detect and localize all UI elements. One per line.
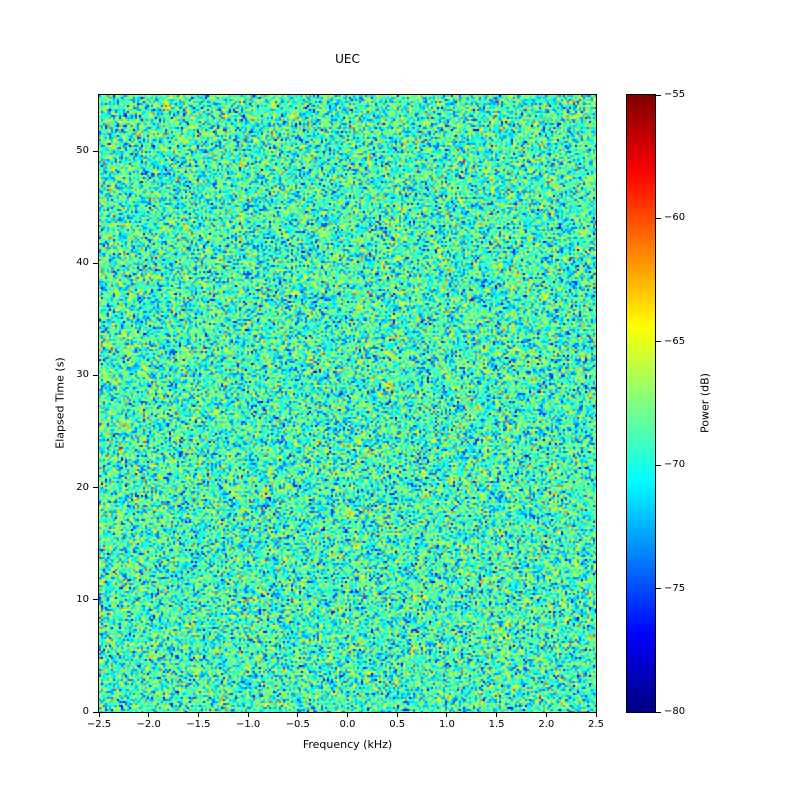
x-tick-label: −0.5 <box>285 719 310 730</box>
x-tick-label: −1.0 <box>235 719 261 730</box>
x-tick-mark <box>347 713 348 717</box>
y-tick-mark <box>93 374 98 376</box>
colorbar-tick-mark <box>656 464 661 466</box>
x-tick-mark <box>595 713 597 717</box>
x-tick-label: −2.0 <box>136 719 161 730</box>
colorbar-tick-mark <box>656 341 661 343</box>
x-tick-mark <box>148 713 150 717</box>
colorbar-tick-label: −60 <box>664 212 686 224</box>
y-tick-mark <box>93 599 98 601</box>
x-tick-label: 2.0 <box>538 719 555 730</box>
colorbar-tick-mark <box>656 94 661 96</box>
colorbar-label: Power (dB) <box>698 373 712 433</box>
y-tick-label: 30 <box>76 369 89 381</box>
y-tick-mark <box>93 150 98 152</box>
x-tick-mark <box>396 713 398 717</box>
x-axis-label: Frequency (kHz) <box>302 738 393 751</box>
x-tick-label: 1.0 <box>438 719 455 730</box>
x-tick-label: −1.5 <box>186 719 211 730</box>
colorbar-tick-label: −55 <box>664 89 686 100</box>
spectrogram-heatmap <box>99 95 596 712</box>
x-tick-label: 2.5 <box>588 719 604 730</box>
x-tick-label: 0.0 <box>339 719 356 730</box>
x-tick-mark <box>545 713 547 717</box>
colorbar-gradient <box>627 95 655 712</box>
x-tick-mark <box>446 713 448 717</box>
y-tick-label: 50 <box>76 145 89 157</box>
x-tick-mark <box>297 713 299 717</box>
x-tick-mark <box>247 713 249 717</box>
y-tick-mark <box>93 487 98 489</box>
colorbar <box>626 94 656 713</box>
y-tick-label: 10 <box>76 593 89 605</box>
y-tick-label: 20 <box>76 481 89 493</box>
y-tick-label: 0 <box>82 706 89 717</box>
y-tick-mark <box>93 262 98 264</box>
figure-title: UEC <box>335 52 360 66</box>
y-tick-label: 40 <box>76 257 89 269</box>
x-tick-label: 1.5 <box>488 719 505 730</box>
x-tick-mark <box>197 713 199 717</box>
colorbar-tick-mark <box>656 217 661 219</box>
colorbar-tick-label: −70 <box>664 459 686 471</box>
colorbar-tick-label: −65 <box>664 335 686 347</box>
colorbar-tick-mark <box>656 711 661 713</box>
plot-area <box>98 94 597 713</box>
colorbar-tick-mark <box>656 588 661 590</box>
x-tick-mark <box>496 713 498 717</box>
x-tick-label: 0.5 <box>389 719 406 730</box>
y-tick-mark <box>93 711 98 713</box>
colorbar-tick-label: −75 <box>664 582 686 594</box>
x-tick-label: −2.5 <box>86 719 112 730</box>
x-tick-mark <box>98 713 100 717</box>
colorbar-tick-label: −80 <box>664 706 686 717</box>
